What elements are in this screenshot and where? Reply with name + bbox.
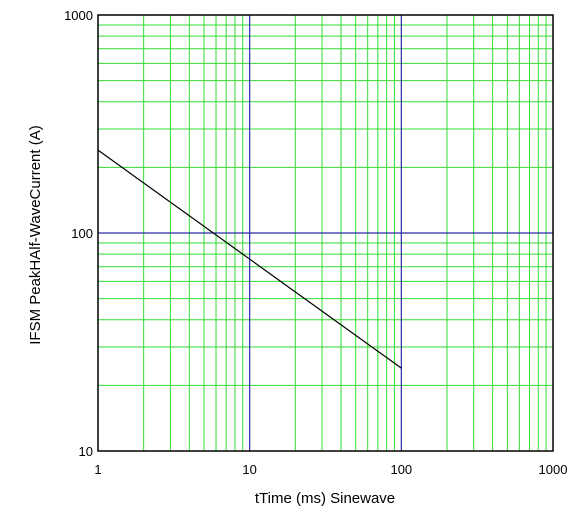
y-tick-label: 1000 bbox=[64, 8, 93, 23]
x-tick-label: 1 bbox=[94, 462, 101, 477]
y-tick-label: 100 bbox=[71, 226, 93, 241]
x-tick-label: 10 bbox=[242, 462, 256, 477]
plot-frame bbox=[97, 14, 554, 452]
series-layer bbox=[97, 149, 402, 369]
x-axis-label: tTime (ms) Sinewave bbox=[255, 490, 395, 507]
major-grid bbox=[98, 15, 553, 451]
y-tick-labels: 10 100 1000 bbox=[64, 8, 93, 459]
x-tick-label: 100 bbox=[390, 462, 412, 477]
x-tick-label: 1000 bbox=[539, 462, 568, 477]
y-axis-label: IFSM PeakHAlf-WaveCurrent (A) bbox=[27, 125, 44, 345]
x-tick-labels: 1 10 100 1000 bbox=[94, 462, 567, 477]
series-line-0 bbox=[97, 149, 402, 369]
y-tick-label: 10 bbox=[79, 444, 93, 459]
